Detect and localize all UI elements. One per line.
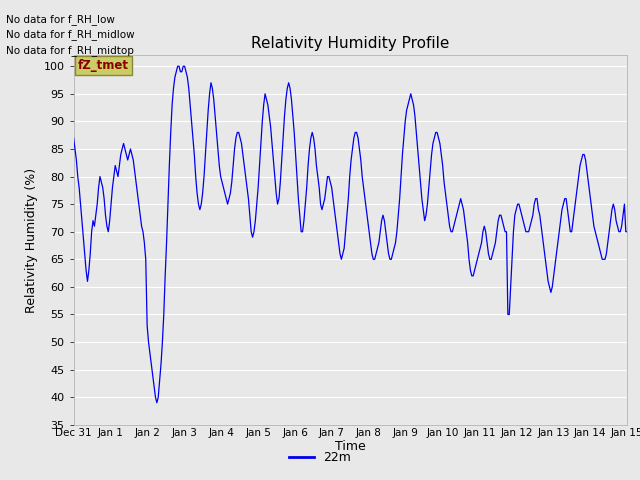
Y-axis label: Relativity Humidity (%): Relativity Humidity (%)	[25, 168, 38, 312]
Text: fZ_tmet: fZ_tmet	[78, 60, 129, 72]
Text: No data for f_RH_midlow: No data for f_RH_midlow	[6, 29, 135, 40]
X-axis label: Time: Time	[335, 440, 366, 453]
Title: Relativity Humidity Profile: Relativity Humidity Profile	[252, 36, 449, 51]
Text: No data for f_RH_low: No data for f_RH_low	[6, 13, 115, 24]
Text: No data for f_RH_midtop: No data for f_RH_midtop	[6, 45, 134, 56]
Legend: 22m: 22m	[284, 446, 356, 469]
